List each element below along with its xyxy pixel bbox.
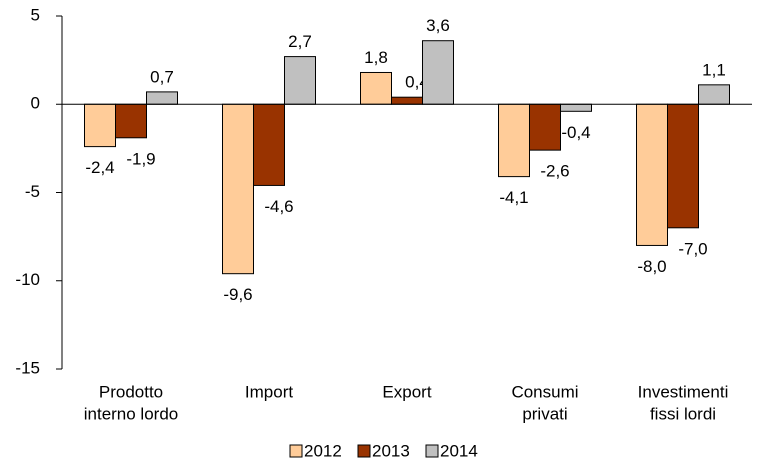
x-tick-label: privati: [522, 404, 567, 423]
legend-label: 2014: [440, 441, 478, 460]
bar: [84, 103, 116, 148]
legend-label: 2012: [304, 441, 342, 460]
value-label: -0,4: [561, 123, 590, 142]
bar: [391, 96, 423, 105]
bar: [667, 103, 699, 229]
bar: [284, 56, 316, 105]
bar: [560, 103, 592, 112]
bar: [422, 40, 454, 105]
value-label: -2,4: [85, 158, 114, 177]
y-tick-label: 5: [31, 5, 40, 24]
legend-swatch: [289, 444, 303, 458]
bar: [360, 71, 392, 105]
value-label: 1,8: [364, 48, 388, 67]
value-label: -4,6: [264, 197, 293, 216]
x-tick-label: fissi lordi: [650, 404, 716, 423]
x-tick-label: interno lordo: [84, 404, 179, 423]
x-tick-label: Export: [382, 382, 431, 401]
value-label: -1,9: [126, 149, 155, 168]
bar: [146, 91, 178, 105]
x-tick-label: Investimenti: [638, 382, 729, 401]
legend-swatch: [425, 444, 439, 458]
bar: [636, 103, 668, 246]
value-label: -8,0: [637, 257, 666, 276]
y-tick-label: -10: [15, 270, 40, 289]
value-label: 2,7: [288, 32, 312, 51]
bar: [253, 103, 285, 186]
bar: [115, 103, 147, 139]
value-label: 3,6: [426, 16, 450, 35]
bar: [222, 103, 254, 275]
value-label: -7,0: [678, 239, 707, 258]
value-label: 1,1: [702, 60, 726, 79]
bar: [698, 84, 730, 105]
bar: [529, 103, 561, 151]
y-tick-label: -5: [25, 182, 40, 201]
x-tick-label: Consumi: [511, 382, 578, 401]
value-label: -2,6: [540, 162, 569, 181]
legend-swatch: [357, 444, 371, 458]
value-label: 0,7: [150, 67, 174, 86]
bar: [498, 103, 530, 178]
y-tick-label: 0: [31, 94, 40, 113]
y-tick-label: -15: [15, 358, 40, 377]
x-tick-label: Import: [245, 382, 293, 401]
value-label: -9,6: [223, 285, 252, 304]
legend-label: 2013: [372, 441, 410, 460]
x-tick-label: Prodotto: [99, 382, 163, 401]
value-label: -4,1: [499, 188, 528, 207]
